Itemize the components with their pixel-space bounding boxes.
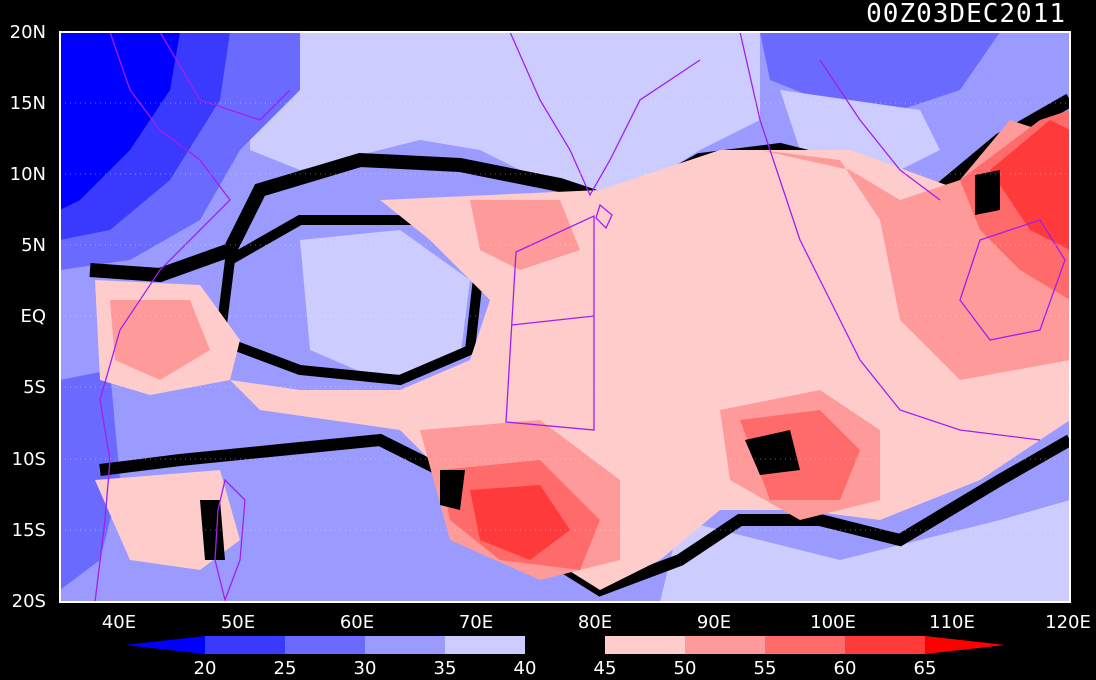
region-deepblue-nw — [60, 32, 180, 210]
colorbar-tick-label: 45 — [594, 658, 617, 679]
coastline-srilanka — [595, 203, 613, 230]
lon-label-60e: 60E — [340, 612, 374, 633]
colorbar-tick-label: 20 — [194, 658, 217, 679]
colorbar-tick-label: 60 — [834, 658, 857, 679]
lon-label-80e: 80E — [578, 612, 612, 633]
lon-label-40e: 40E — [102, 612, 136, 633]
region-red2-ne — [990, 120, 1070, 250]
region-lightblue-inner — [300, 230, 470, 380]
colorbar-segment — [525, 636, 605, 654]
coastline-madagascar — [214, 478, 246, 602]
coastline-africa — [94, 32, 231, 602]
region-blue-south-center — [230, 470, 440, 602]
colorbar-segment — [285, 636, 365, 654]
lon-label-50e: 50E — [221, 612, 255, 633]
colorbar-tick-label: 25 — [274, 658, 297, 679]
region-red2-south — [470, 485, 570, 560]
lat-label-5n: 5N — [21, 235, 46, 256]
colorbar-segment — [685, 636, 765, 654]
map-title: 00Z03DEC2011 — [866, 0, 1066, 29]
coastlines — [94, 32, 1066, 602]
lon-label-100e: 100E — [810, 612, 856, 633]
colorbar-segment — [845, 636, 925, 654]
box-divider — [511, 315, 595, 326]
neutral-band-loop — [214, 215, 486, 386]
region-pink2-center — [470, 200, 580, 270]
colorbar-segment — [445, 636, 525, 654]
lat-label-10s: 10S — [12, 449, 46, 470]
coastline-borneo — [959, 219, 1066, 341]
colorbar-tick-label: 40 — [514, 658, 537, 679]
colorbar-arrow-right — [925, 636, 1005, 654]
colorbar: 20 25 30 35 40 45 50 55 60 65 — [125, 636, 1005, 679]
gridlines — [60, 102, 1070, 531]
lat-label-20s: 20S — [12, 591, 46, 612]
lat-label-eq: EQ — [20, 306, 46, 327]
region-blue-ne-top — [760, 32, 1000, 110]
colorbar-tick-label: 55 — [754, 658, 777, 679]
coastline-india — [509, 32, 701, 197]
region-blue-west-coast — [60, 370, 120, 590]
lon-label-70e: 70E — [459, 612, 493, 633]
coastline-indochina — [819, 59, 941, 201]
colorbar-tick-label: 35 — [434, 658, 457, 679]
neutral-spot-2 — [745, 430, 800, 475]
region-red-se — [740, 410, 860, 500]
neutral-spot-4 — [200, 500, 225, 560]
lat-label-5s: 5S — [23, 377, 46, 398]
lat-label-15s: 15S — [12, 520, 46, 541]
lat-label-10n: 10N — [10, 164, 46, 185]
colorbar-segment — [205, 636, 285, 654]
lat-label-20n: 20N — [10, 22, 46, 43]
lat-label-15n: 15N — [10, 93, 46, 114]
lon-label-90e: 90E — [697, 612, 731, 633]
region-pink2-west — [110, 300, 210, 380]
colorbar-arrow-left — [125, 636, 205, 654]
lat-labels: 20N 15N 10N 5N EQ 5S 10S 15S 20S — [10, 22, 46, 612]
colorbar-segment — [365, 636, 445, 654]
region-lightblue-south-east — [660, 500, 1070, 602]
analysis-boxes — [505, 214, 595, 431]
neutral-spot-1 — [440, 470, 465, 510]
map-frame — [59, 31, 1071, 603]
lon-label-120e: 120E — [1045, 612, 1091, 633]
lon-labels: 40E 50E 60E 70E 80E 90E 100E 110E 120E — [102, 612, 1091, 633]
colorbar-tick-label: 50 — [674, 658, 697, 679]
coastline-arabia — [159, 32, 291, 121]
contour-field — [60, 32, 1070, 602]
lon-label-110e: 110E — [929, 612, 975, 633]
colorbar-segment — [605, 636, 685, 654]
colorbar-tick-label: 65 — [914, 658, 937, 679]
region-lightblue-north — [250, 32, 760, 200]
coastline-burma — [739, 32, 1041, 441]
colorbar-tick-label: 30 — [354, 658, 377, 679]
box-outer — [505, 214, 595, 431]
neutral-spot-3 — [975, 170, 1000, 215]
colorbar-segment — [765, 636, 845, 654]
